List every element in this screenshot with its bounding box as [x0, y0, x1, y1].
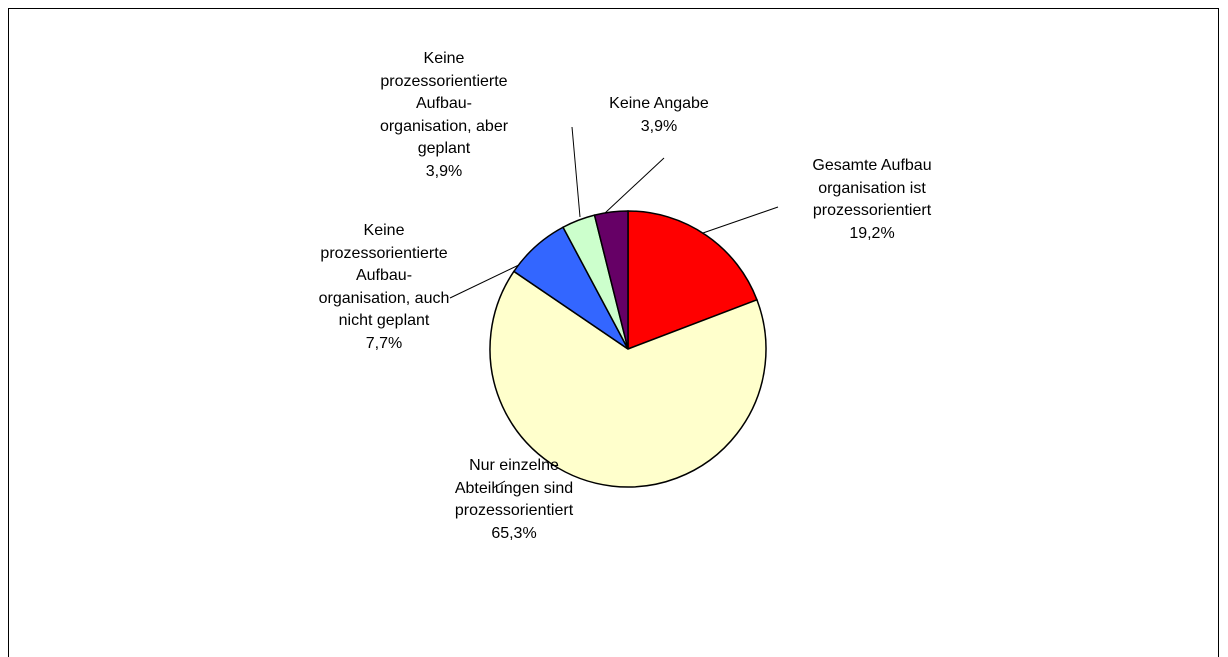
pie-slice: [593, 210, 629, 350]
category-label: Nur einzelne Abteilungen sind prozessori…: [454, 457, 574, 519]
chart-frame: [8, 8, 1219, 657]
slice-label: Keine Angabe 3,9%: [609, 93, 709, 138]
slice-label: Keine prozessorientierte Aufbau- organis…: [319, 220, 450, 355]
leader-line: [492, 480, 506, 489]
leader-line: [571, 126, 581, 218]
pie-slice: [489, 270, 767, 488]
category-label: Gesamte Aufbau organisation ist prozesso…: [812, 157, 932, 219]
category-label: Keine prozessorientierte Aufbau- organis…: [318, 222, 450, 329]
category-label: Keine Angabe: [609, 95, 709, 112]
slice-label: Gesamte Aufbau organisation ist prozesso…: [812, 155, 931, 245]
value-label: 65,3%: [491, 524, 537, 542]
slice-label: Nur einzelne Abteilungen sind prozessori…: [455, 455, 573, 545]
leader-lines: [449, 126, 779, 489]
value-label: 3,9%: [640, 117, 678, 135]
leader-line: [449, 262, 524, 299]
pie: [489, 210, 767, 488]
category-label: Keine prozessorientierte Aufbau- organis…: [379, 50, 509, 157]
slice-label: Keine prozessorientierte Aufbau- organis…: [380, 48, 508, 183]
leader-line: [604, 157, 665, 214]
value-label: 7,7%: [365, 334, 403, 352]
leader-line: [699, 206, 779, 235]
value-label: 3,9%: [425, 162, 463, 180]
pie-slice: [627, 210, 758, 351]
value-label: 19,2%: [849, 224, 895, 242]
